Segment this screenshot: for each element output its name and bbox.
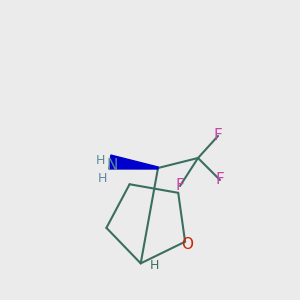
Polygon shape	[109, 155, 158, 169]
Text: H: H	[95, 154, 105, 166]
Text: F: F	[216, 172, 224, 188]
Text: H: H	[97, 172, 107, 184]
Text: N: N	[106, 158, 118, 173]
Text: O: O	[181, 237, 193, 252]
Text: F: F	[176, 178, 184, 194]
Text: F: F	[214, 128, 222, 143]
Text: H: H	[150, 259, 159, 272]
